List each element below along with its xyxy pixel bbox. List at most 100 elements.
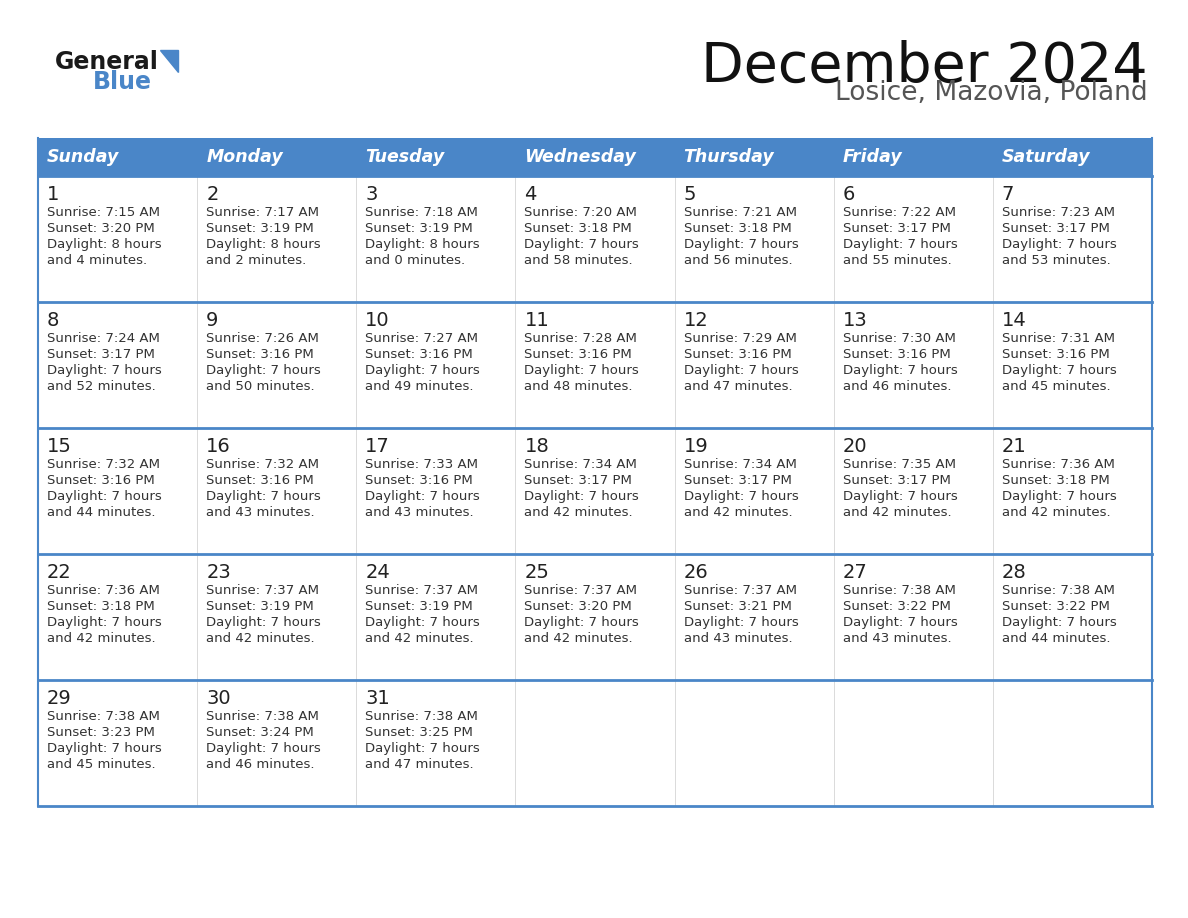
- Text: Sunrise: 7:20 AM: Sunrise: 7:20 AM: [524, 206, 637, 219]
- Text: Sunrise: 7:32 AM: Sunrise: 7:32 AM: [48, 458, 160, 471]
- Text: 4: 4: [524, 185, 537, 204]
- Text: Friday: Friday: [842, 148, 903, 166]
- Text: and 0 minutes.: and 0 minutes.: [365, 254, 466, 267]
- Text: and 42 minutes.: and 42 minutes.: [524, 506, 633, 519]
- Text: Daylight: 7 hours: Daylight: 7 hours: [1001, 364, 1117, 377]
- Text: Sunrise: 7:31 AM: Sunrise: 7:31 AM: [1001, 332, 1114, 345]
- Text: 5: 5: [683, 185, 696, 204]
- Text: 9: 9: [207, 311, 219, 330]
- Text: Sunrise: 7:17 AM: Sunrise: 7:17 AM: [207, 206, 320, 219]
- Text: Daylight: 7 hours: Daylight: 7 hours: [683, 490, 798, 503]
- Text: Daylight: 8 hours: Daylight: 8 hours: [48, 238, 162, 251]
- Text: Sunrise: 7:24 AM: Sunrise: 7:24 AM: [48, 332, 160, 345]
- Text: Sunrise: 7:33 AM: Sunrise: 7:33 AM: [365, 458, 479, 471]
- Text: Sunset: 3:19 PM: Sunset: 3:19 PM: [207, 222, 314, 235]
- Text: Sunset: 3:16 PM: Sunset: 3:16 PM: [683, 348, 791, 361]
- Text: 7: 7: [1001, 185, 1015, 204]
- Text: Daylight: 7 hours: Daylight: 7 hours: [842, 238, 958, 251]
- Text: Daylight: 7 hours: Daylight: 7 hours: [365, 616, 480, 629]
- Text: Daylight: 7 hours: Daylight: 7 hours: [524, 616, 639, 629]
- Text: 17: 17: [365, 437, 390, 456]
- Text: 15: 15: [48, 437, 72, 456]
- Text: Daylight: 7 hours: Daylight: 7 hours: [365, 490, 480, 503]
- Text: and 42 minutes.: and 42 minutes.: [48, 632, 156, 645]
- Text: and 47 minutes.: and 47 minutes.: [683, 380, 792, 393]
- Text: 16: 16: [207, 437, 230, 456]
- Text: and 45 minutes.: and 45 minutes.: [48, 758, 156, 771]
- Text: 18: 18: [524, 437, 549, 456]
- Text: 22: 22: [48, 563, 71, 582]
- Text: Losice, Mazovia, Poland: Losice, Mazovia, Poland: [835, 80, 1148, 106]
- Text: 31: 31: [365, 689, 390, 708]
- Bar: [38, 302, 1152, 428]
- Text: Sunset: 3:16 PM: Sunset: 3:16 PM: [365, 348, 473, 361]
- Text: and 48 minutes.: and 48 minutes.: [524, 380, 633, 393]
- Text: Sunrise: 7:38 AM: Sunrise: 7:38 AM: [842, 584, 955, 597]
- Text: Sunset: 3:18 PM: Sunset: 3:18 PM: [683, 222, 791, 235]
- Text: Sunset: 3:17 PM: Sunset: 3:17 PM: [683, 474, 791, 487]
- Text: 14: 14: [1001, 311, 1026, 330]
- Text: Sunrise: 7:21 AM: Sunrise: 7:21 AM: [683, 206, 797, 219]
- Text: Sunrise: 7:30 AM: Sunrise: 7:30 AM: [842, 332, 955, 345]
- Text: Blue: Blue: [93, 70, 152, 94]
- Text: Daylight: 7 hours: Daylight: 7 hours: [1001, 490, 1117, 503]
- Text: Sunrise: 7:37 AM: Sunrise: 7:37 AM: [683, 584, 797, 597]
- Text: Sunset: 3:18 PM: Sunset: 3:18 PM: [48, 600, 154, 613]
- Text: 19: 19: [683, 437, 708, 456]
- Text: Sunset: 3:16 PM: Sunset: 3:16 PM: [207, 348, 314, 361]
- Text: and 43 minutes.: and 43 minutes.: [207, 506, 315, 519]
- Text: Sunrise: 7:36 AM: Sunrise: 7:36 AM: [48, 584, 160, 597]
- Text: Sunrise: 7:37 AM: Sunrise: 7:37 AM: [524, 584, 638, 597]
- Text: Daylight: 7 hours: Daylight: 7 hours: [524, 364, 639, 377]
- Text: Daylight: 7 hours: Daylight: 7 hours: [207, 742, 321, 755]
- Text: Wednesday: Wednesday: [524, 148, 637, 166]
- Text: 6: 6: [842, 185, 855, 204]
- Text: Sunset: 3:18 PM: Sunset: 3:18 PM: [1001, 474, 1110, 487]
- Text: Daylight: 7 hours: Daylight: 7 hours: [48, 742, 162, 755]
- Text: Sunrise: 7:18 AM: Sunrise: 7:18 AM: [365, 206, 478, 219]
- Text: Sunrise: 7:34 AM: Sunrise: 7:34 AM: [524, 458, 637, 471]
- Text: 11: 11: [524, 311, 549, 330]
- Text: and 4 minutes.: and 4 minutes.: [48, 254, 147, 267]
- Text: Sunset: 3:16 PM: Sunset: 3:16 PM: [365, 474, 473, 487]
- Text: and 56 minutes.: and 56 minutes.: [683, 254, 792, 267]
- Text: Sunset: 3:17 PM: Sunset: 3:17 PM: [842, 474, 950, 487]
- Text: Daylight: 7 hours: Daylight: 7 hours: [207, 364, 321, 377]
- Text: Sunset: 3:17 PM: Sunset: 3:17 PM: [48, 348, 154, 361]
- Text: and 42 minutes.: and 42 minutes.: [365, 632, 474, 645]
- Text: and 42 minutes.: and 42 minutes.: [683, 506, 792, 519]
- Text: Sunset: 3:17 PM: Sunset: 3:17 PM: [842, 222, 950, 235]
- Text: Sunrise: 7:37 AM: Sunrise: 7:37 AM: [365, 584, 479, 597]
- Text: Sunrise: 7:27 AM: Sunrise: 7:27 AM: [365, 332, 479, 345]
- Text: Saturday: Saturday: [1001, 148, 1091, 166]
- Text: Daylight: 8 hours: Daylight: 8 hours: [207, 238, 321, 251]
- Text: Thursday: Thursday: [683, 148, 775, 166]
- Text: 12: 12: [683, 311, 708, 330]
- Text: Sunrise: 7:26 AM: Sunrise: 7:26 AM: [207, 332, 320, 345]
- Text: Sunset: 3:19 PM: Sunset: 3:19 PM: [207, 600, 314, 613]
- Text: Daylight: 7 hours: Daylight: 7 hours: [1001, 238, 1117, 251]
- Text: Sunday: Sunday: [48, 148, 119, 166]
- Text: Daylight: 7 hours: Daylight: 7 hours: [365, 364, 480, 377]
- Text: and 46 minutes.: and 46 minutes.: [842, 380, 952, 393]
- Text: Tuesday: Tuesday: [365, 148, 444, 166]
- Text: Sunrise: 7:38 AM: Sunrise: 7:38 AM: [48, 710, 160, 723]
- Text: 27: 27: [842, 563, 867, 582]
- Text: and 42 minutes.: and 42 minutes.: [524, 632, 633, 645]
- Text: Sunset: 3:22 PM: Sunset: 3:22 PM: [842, 600, 950, 613]
- Text: 10: 10: [365, 311, 390, 330]
- Polygon shape: [160, 50, 178, 72]
- Text: and 58 minutes.: and 58 minutes.: [524, 254, 633, 267]
- Text: Sunrise: 7:38 AM: Sunrise: 7:38 AM: [1001, 584, 1114, 597]
- Text: Sunrise: 7:38 AM: Sunrise: 7:38 AM: [365, 710, 478, 723]
- Text: Daylight: 7 hours: Daylight: 7 hours: [48, 616, 162, 629]
- Text: and 44 minutes.: and 44 minutes.: [1001, 632, 1111, 645]
- Text: Daylight: 7 hours: Daylight: 7 hours: [842, 490, 958, 503]
- Text: 21: 21: [1001, 437, 1026, 456]
- Text: Sunset: 3:21 PM: Sunset: 3:21 PM: [683, 600, 791, 613]
- Bar: [38, 554, 1152, 680]
- Text: and 42 minutes.: and 42 minutes.: [207, 632, 315, 645]
- Text: and 42 minutes.: and 42 minutes.: [1001, 506, 1111, 519]
- Text: and 53 minutes.: and 53 minutes.: [1001, 254, 1111, 267]
- Text: 24: 24: [365, 563, 390, 582]
